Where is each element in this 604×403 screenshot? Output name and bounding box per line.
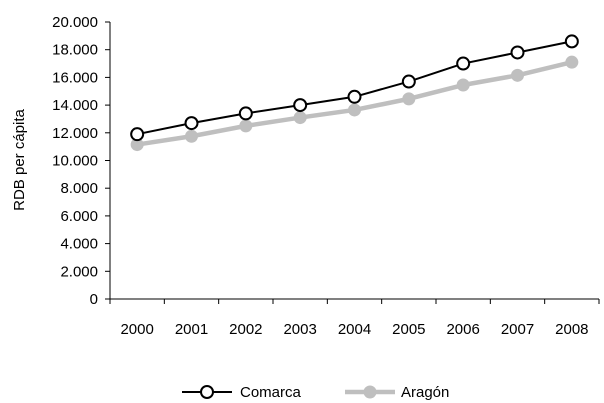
series-arag-n	[130, 55, 579, 152]
data-point	[238, 106, 253, 121]
series-layer	[130, 34, 579, 152]
legend-swatch-marker	[200, 385, 214, 399]
y-tick-label: 12.000	[52, 125, 98, 142]
data-point	[511, 68, 524, 82]
legend-swatch-marker	[363, 385, 377, 399]
y-tick-label: 4.000	[60, 236, 98, 253]
legend: Comarca Aragón	[182, 384, 449, 401]
legend-label: Aragón	[401, 384, 449, 401]
legend-item: Comarca	[182, 384, 302, 401]
y-axis-title: RDB per cápita	[11, 108, 28, 210]
x-tick-label: 2008	[555, 321, 588, 338]
x-tick-label: 2002	[229, 321, 262, 338]
y-tick-label: 10.000	[52, 153, 98, 170]
series-line	[136, 40, 573, 136]
x-tick-label: 2007	[501, 321, 534, 338]
data-point	[347, 89, 362, 104]
data-point	[402, 92, 416, 106]
y-tick-label: 0	[90, 291, 98, 308]
x-axis: 2000 2001 2002 2003 2004 2005 2006 2007 2008	[109, 298, 600, 338]
data-point	[130, 127, 145, 142]
data-point	[184, 116, 199, 131]
data-point	[348, 103, 361, 117]
y-tick-label: 14.000	[52, 97, 98, 114]
y-tick-label: 16.000	[52, 69, 98, 86]
x-tick-label: 2004	[338, 321, 371, 338]
y-tick-label: 18.000	[52, 42, 98, 59]
series-comarca	[130, 34, 579, 142]
x-tick-label: 2006	[446, 321, 479, 338]
legend-label: Comarca	[240, 384, 302, 401]
data-point	[293, 111, 307, 125]
y-axis: 0 2.000 4.000 6.000 8.000 10.000 12.000 14.000 1…	[52, 14, 111, 308]
data-point	[456, 78, 470, 92]
data-point	[510, 45, 525, 60]
y-tick-label: 6.000	[60, 208, 98, 225]
legend-item: Aragón	[345, 384, 449, 401]
data-point	[239, 119, 253, 133]
x-tick-label: 2003	[283, 321, 316, 338]
data-point	[564, 34, 579, 49]
data-point	[565, 55, 579, 69]
x-tick-label: 2000	[120, 321, 153, 338]
y-tick-label: 2.000	[60, 263, 98, 280]
x-tick-label: 2005	[392, 321, 425, 338]
y-tick-label: 8.000	[60, 180, 98, 197]
y-tick-label: 20.000	[52, 14, 98, 31]
data-point	[293, 98, 308, 113]
data-point	[185, 129, 198, 143]
data-point	[456, 56, 471, 71]
x-tick-label: 2001	[175, 321, 208, 338]
data-point	[401, 74, 416, 89]
